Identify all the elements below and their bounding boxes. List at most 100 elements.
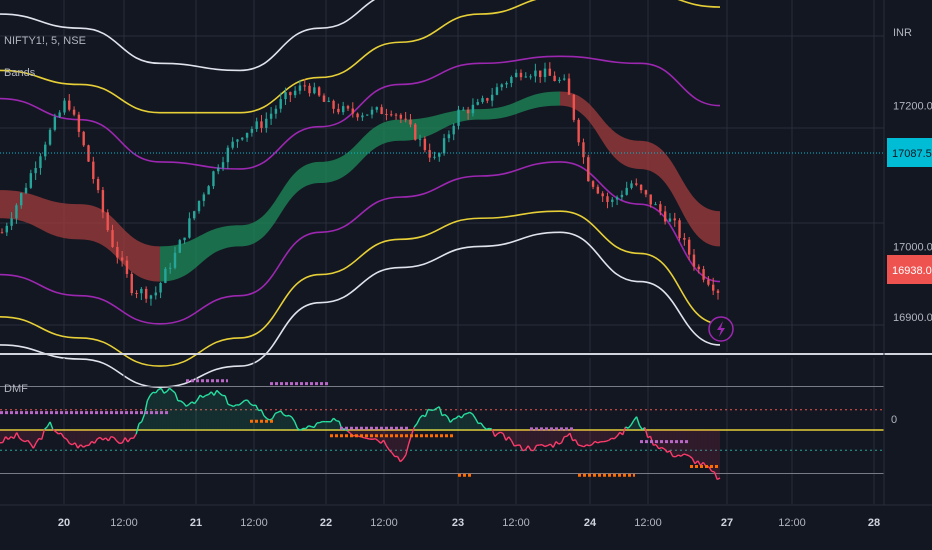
candle-body — [601, 193, 604, 197]
osc-area — [233, 404, 237, 430]
candle-body — [87, 145, 90, 162]
osc-area — [247, 400, 251, 430]
osc-area — [211, 391, 215, 430]
osc-segment — [297, 427, 301, 431]
osc-segment — [13, 432, 18, 439]
candle-body — [673, 218, 676, 221]
candle-body — [519, 72, 523, 78]
oscillator-pane[interactable] — [0, 358, 884, 504]
osc-segment — [622, 426, 627, 436]
osc-segment — [366, 437, 370, 440]
osc-area — [711, 430, 715, 472]
osc-segment — [491, 428, 496, 437]
osc-segment — [653, 444, 657, 446]
osc-area — [717, 430, 720, 480]
time-axis[interactable]: 20 12:00 21 12:00 22 12:00 23 12:00 24 12:00 27 12:… — [0, 504, 932, 529]
candle-body — [269, 113, 273, 119]
osc-area — [700, 430, 704, 466]
osc-segment — [135, 423, 140, 435]
osc-area — [694, 430, 698, 464]
osc-segment — [83, 444, 87, 448]
osc-segment — [255, 404, 260, 411]
candle-body — [510, 76, 513, 84]
osc-area — [0, 430, 3, 443]
osc-area — [222, 395, 226, 430]
candle-body — [442, 138, 446, 154]
candle-body — [197, 200, 201, 212]
candle-body — [29, 173, 33, 188]
osc-area — [672, 430, 676, 457]
candle-body — [116, 246, 119, 258]
osc-area — [581, 430, 584, 447]
osc-segment — [711, 470, 715, 473]
osc-segment — [113, 437, 118, 442]
time-tick-label: 12:00 — [240, 517, 268, 529]
candle-body — [390, 114, 393, 116]
osc-area — [528, 430, 531, 451]
oscillator-axis[interactable]: 0 — [883, 356, 897, 505]
osc-segment — [132, 433, 137, 439]
osc-segment — [280, 410, 285, 416]
osc-segment — [688, 455, 693, 459]
osc-area — [333, 418, 337, 430]
candle-body — [644, 190, 648, 195]
osc-area — [461, 414, 465, 430]
osc-segment — [424, 409, 429, 417]
osc-segment — [305, 425, 310, 430]
candle-body — [582, 142, 585, 158]
candle-body — [53, 116, 57, 130]
candle-body — [447, 134, 451, 139]
candle-body — [289, 92, 292, 96]
osc-segment — [146, 395, 151, 402]
osc-area — [511, 430, 515, 447]
osc-area — [372, 430, 376, 440]
osc-area — [439, 406, 443, 430]
osc-segment — [32, 442, 37, 449]
osc-segment — [572, 439, 576, 442]
price-axis[interactable]: INR 17200.00 17000.00 16900.00 17087.50 16… — [883, 0, 932, 355]
candle-body — [327, 100, 330, 102]
osc-area — [258, 409, 262, 430]
osc-segment — [246, 399, 251, 405]
osc-segment — [102, 437, 107, 441]
osc-area — [572, 430, 576, 441]
symbol-title: NIFTY1!, 5, NSE — [4, 35, 86, 47]
last-price-tag: 16938.00 — [887, 255, 932, 284]
candle-body — [471, 104, 475, 114]
osc-segment — [555, 441, 560, 445]
candle-body — [48, 129, 52, 145]
osc-segment — [286, 414, 290, 417]
candle-body — [106, 212, 109, 231]
osc-segment — [558, 442, 562, 445]
osc-segment — [149, 391, 154, 396]
osc-area — [592, 430, 595, 445]
osc-area — [667, 430, 670, 453]
osc-segment — [333, 417, 337, 422]
osc-segment — [605, 439, 610, 442]
osc-segment — [58, 432, 62, 435]
lightning-icon[interactable] — [708, 316, 734, 342]
band-lower-white — [0, 231, 721, 389]
osc-segment — [533, 445, 538, 451]
osc-segment — [655, 444, 660, 450]
osc-segment — [505, 436, 510, 441]
osc-segment — [266, 417, 270, 421]
price-pane[interactable] — [0, 0, 884, 389]
candle-body — [188, 218, 191, 238]
osc-area — [69, 430, 73, 445]
osc-area — [658, 430, 662, 449]
osc-segment — [663, 448, 668, 453]
candle-body — [534, 70, 537, 77]
osc-area — [180, 400, 184, 430]
osc-area — [197, 395, 201, 430]
time-tick-label: 27 — [721, 517, 733, 529]
candle-body — [217, 167, 220, 172]
osc-area — [22, 430, 26, 442]
candle-body — [611, 199, 614, 202]
osc-segment — [616, 431, 621, 437]
osc-segment — [583, 444, 587, 448]
osc-segment — [586, 444, 590, 447]
candle-body — [183, 237, 186, 241]
candle-body — [308, 85, 311, 94]
